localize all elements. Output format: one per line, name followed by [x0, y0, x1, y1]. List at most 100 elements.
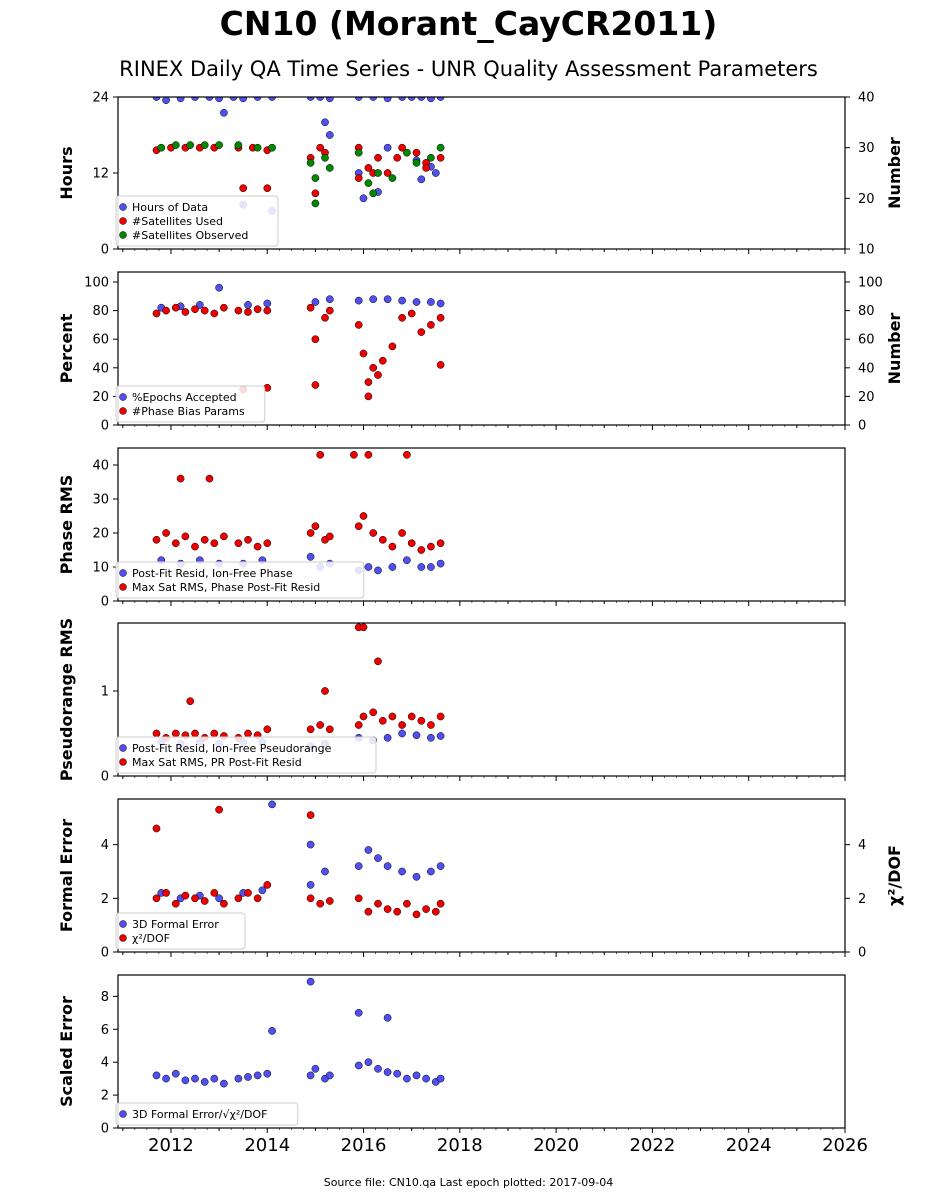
data-point-2: [398, 313, 406, 322]
legend-marker: [119, 231, 127, 239]
y-axis-label: Formal Error: [57, 819, 76, 932]
legend-marker: [119, 217, 127, 225]
data-point-2: [354, 894, 363, 903]
legend-box: [115, 912, 246, 950]
data-point-1: [306, 840, 315, 849]
panel-6: 2012 2014 2016 2018 2020 2022 2024 2026 0 2 4 6 8 Sca…: [57, 974, 868, 1156]
chart-subtitle: RINEX Daily QA Time Series - UNR Quality…: [119, 57, 818, 81]
data-point-2: [186, 697, 195, 706]
data-point-1: [383, 295, 392, 304]
data-point-2: [162, 889, 170, 897]
data-point-2: [359, 512, 368, 520]
data-point-2: [436, 313, 445, 322]
y-tick-label: 40: [92, 361, 109, 376]
y-tick-label: 0: [101, 946, 109, 961]
data-point-2: [244, 535, 252, 544]
y-tick-label: 0: [101, 1122, 109, 1137]
y2-tick-label: 0: [858, 946, 866, 961]
legend-label: Post-Fit Resid, Ion-Free Pseudorange: [132, 742, 332, 755]
legend-label: #Satellites Used: [132, 215, 223, 228]
y-axis-label: Hours: [57, 146, 76, 199]
data-point-3: [412, 159, 421, 167]
y-tick-label: 24: [92, 91, 109, 106]
data-point-2: [374, 657, 382, 666]
data-point-2: [417, 716, 426, 725]
data-point-3: [354, 148, 363, 157]
legend-marker: [119, 744, 127, 752]
data-point-1: [311, 1064, 320, 1073]
data-point-2: [427, 542, 435, 551]
data-point-3: [311, 199, 320, 208]
data-point-1: [263, 1069, 272, 1078]
legend-marker: [119, 569, 127, 577]
data-point-2: [263, 881, 272, 889]
data-point-3: [253, 143, 262, 152]
data-point-1: [354, 1061, 363, 1070]
data-point-1: [436, 299, 445, 308]
data-point-1: [354, 862, 363, 870]
data-point-2: [364, 378, 373, 386]
legend-label: #Satellites Observed: [132, 229, 248, 242]
data-point-2: [417, 546, 426, 554]
legend-label: Hours of Data: [132, 201, 208, 214]
panel-6-frame: [117, 974, 846, 1129]
data-point-1: [374, 1064, 382, 1073]
x-tick-label: 2024: [726, 1135, 772, 1156]
data-point-1: [162, 97, 170, 105]
panel-6-points: [152, 977, 445, 1088]
data-point-2: [378, 356, 387, 365]
data-point-1: [311, 298, 320, 306]
data-point-2: [436, 712, 445, 721]
data-point-1: [215, 283, 223, 292]
data-point-1: [306, 1071, 315, 1080]
data-point-1: [215, 97, 223, 103]
legend: Hours of Data#Satellites Used#Satellites…: [115, 195, 279, 247]
data-point-2: [398, 529, 406, 537]
data-point-1: [403, 556, 411, 565]
data-point-1: [412, 1071, 421, 1080]
y-tick-label: 0: [101, 595, 109, 610]
legend-marker: [119, 920, 127, 928]
data-point-3: [374, 169, 382, 177]
y-tick-label: 40: [92, 459, 109, 474]
y-tick-label: 2: [101, 1089, 109, 1104]
data-point-2: [325, 725, 334, 734]
legend: 3D Formal Error/√χ²/DOF: [115, 1102, 299, 1126]
data-point-1: [436, 862, 445, 870]
data-point-2: [369, 529, 378, 537]
data-point-1: [239, 97, 248, 103]
x-tick-label: 2022: [630, 1135, 676, 1156]
legend-box: [115, 385, 266, 423]
legend-marker: [119, 758, 127, 766]
data-point-1: [383, 862, 392, 870]
data-point-1: [171, 1069, 180, 1078]
y2-tick-label: 4: [858, 838, 866, 853]
y2-tick-label: 60: [858, 333, 875, 348]
data-point-3: [427, 153, 435, 162]
data-point-2: [374, 153, 382, 162]
panel-2-frame: [117, 271, 846, 426]
data-point-2: [162, 306, 170, 315]
data-point-2: [354, 522, 363, 531]
data-point-1: [383, 1013, 392, 1022]
data-point-2: [393, 153, 402, 162]
y-tick-label: 0: [101, 419, 109, 434]
y-tick-label: 10: [92, 561, 109, 576]
x-tick-label: 2020: [533, 1135, 579, 1156]
data-point-1: [354, 296, 363, 305]
data-point-2: [383, 905, 392, 913]
data-point-1: [325, 295, 334, 304]
data-point-3: [215, 141, 223, 149]
data-point-1: [398, 729, 406, 738]
data-point-2: [364, 164, 373, 172]
data-point-3: [186, 141, 195, 149]
data-point-1: [364, 846, 373, 854]
data-point-2: [171, 899, 180, 908]
data-point-3: [200, 141, 209, 149]
data-point-2: [306, 811, 315, 819]
x-tick-label: 2012: [148, 1135, 194, 1156]
legend-label: #Phase Bias Params: [132, 405, 245, 418]
data-point-2: [321, 313, 329, 322]
data-point-1: [306, 881, 315, 889]
data-point-2: [210, 889, 219, 897]
